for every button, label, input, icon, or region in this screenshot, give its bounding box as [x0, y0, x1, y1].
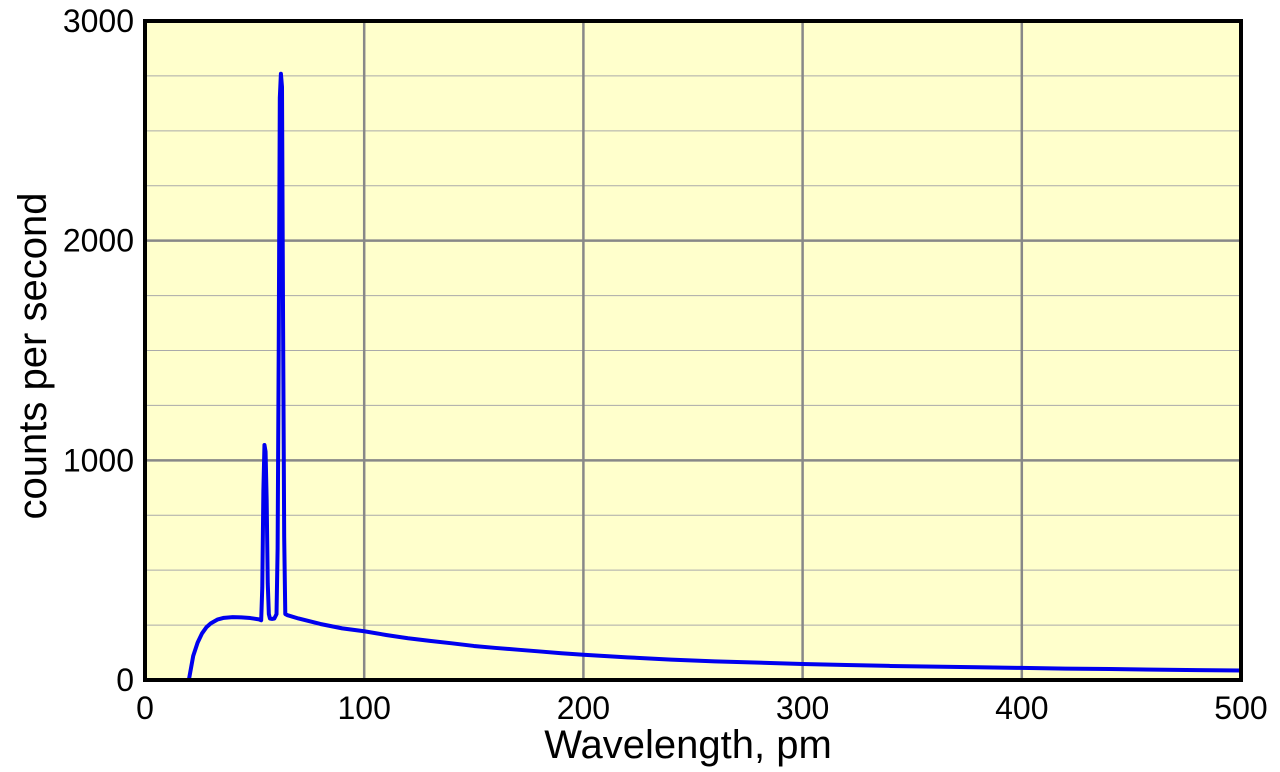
plot-frame: [143, 19, 1243, 682]
y-tick-label: 3000: [63, 3, 134, 39]
x-axis-ticks: 0 100 200 300 400 500: [136, 690, 1268, 726]
x-tick-label: 200: [557, 690, 610, 726]
y-tick-label: 0: [116, 662, 134, 698]
y-axis-label: counts per second: [11, 193, 55, 520]
y-axis-ticks: 0 1000 2000 3000: [63, 3, 134, 698]
x-axis-label: Wavelength, pm: [544, 723, 832, 767]
x-tick-label: 400: [995, 690, 1048, 726]
x-tick-label: 500: [1214, 690, 1267, 726]
x-tick-label: 100: [338, 690, 391, 726]
y-tick-label: 1000: [63, 442, 134, 478]
x-tick-label: 0: [136, 690, 154, 726]
y-tick-label: 2000: [63, 223, 134, 259]
x-tick-label: 300: [776, 690, 829, 726]
data-line: [186, 71, 1243, 682]
